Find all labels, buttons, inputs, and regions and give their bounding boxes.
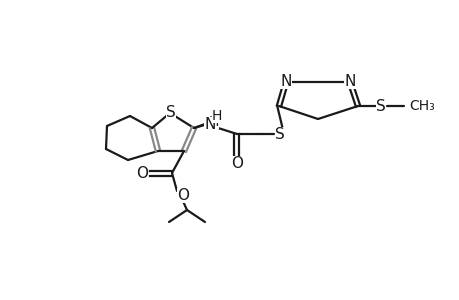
Text: H: H xyxy=(208,115,218,129)
Text: N: N xyxy=(204,119,215,134)
Text: S: S xyxy=(274,127,284,142)
Text: O: O xyxy=(177,188,189,202)
Text: S: S xyxy=(166,104,175,119)
Text: O: O xyxy=(136,166,148,181)
Text: N: N xyxy=(204,116,215,131)
Text: N: N xyxy=(344,74,355,88)
Text: H: H xyxy=(211,109,222,123)
Text: N: N xyxy=(280,74,291,88)
Text: CH₃: CH₃ xyxy=(408,99,434,113)
Text: O: O xyxy=(230,155,242,170)
Text: S: S xyxy=(375,98,385,113)
